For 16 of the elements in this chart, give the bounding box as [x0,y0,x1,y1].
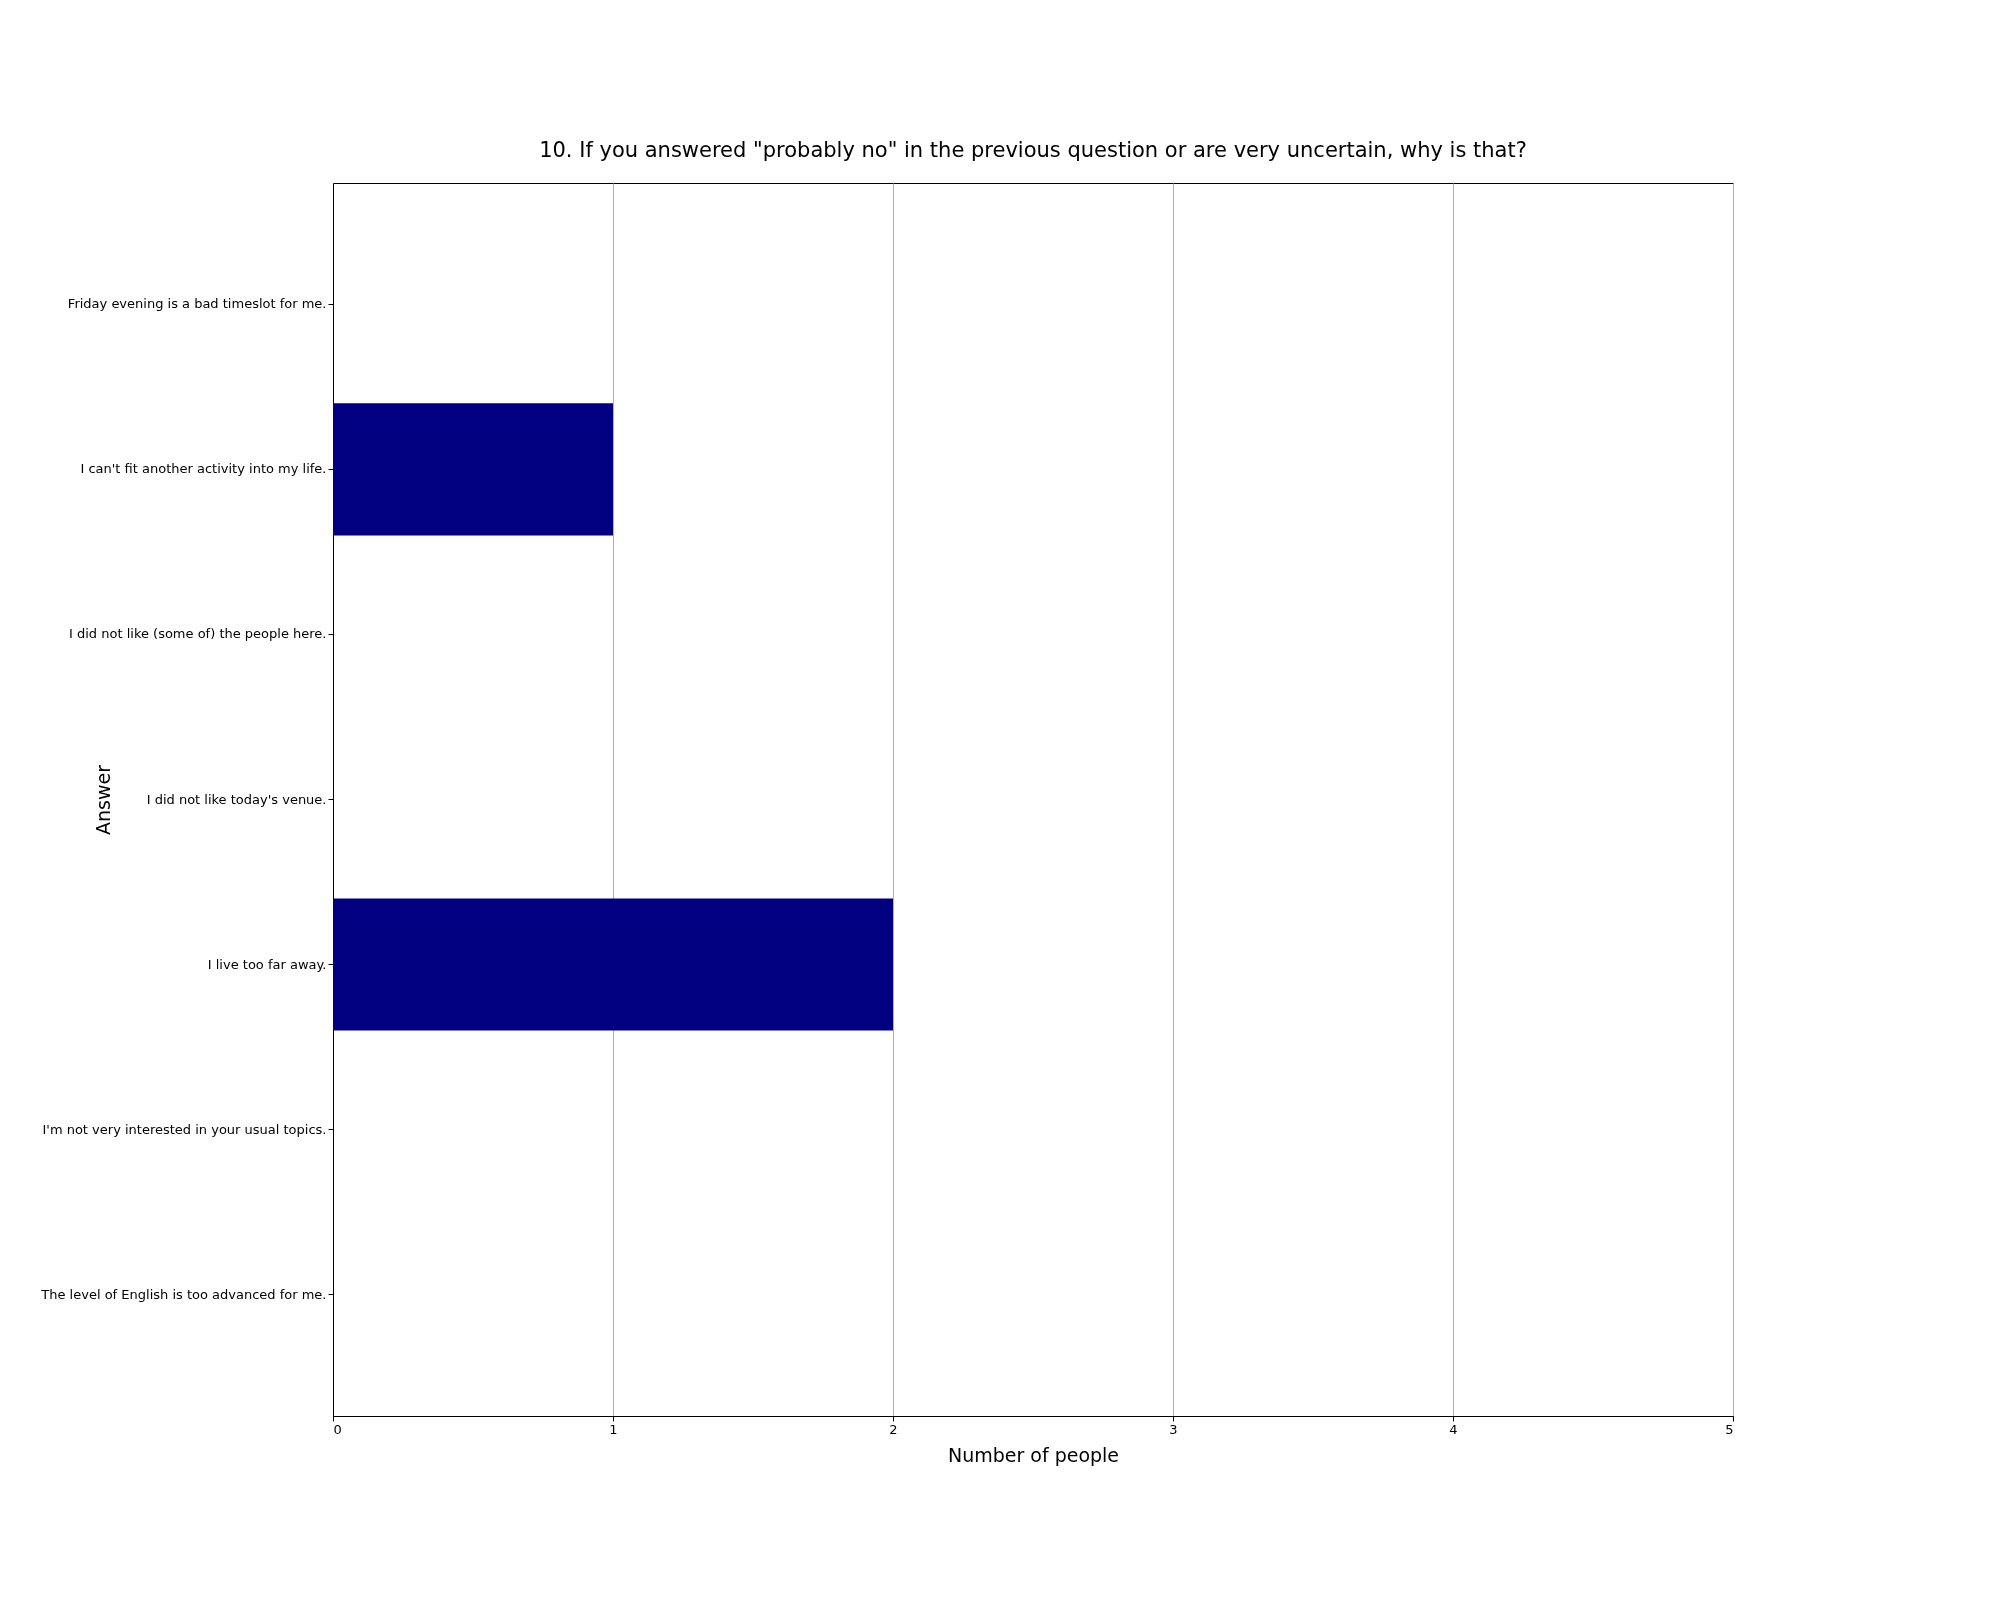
y-axis-title: Answer [91,764,114,835]
x-tick-label: 2 [889,1421,898,1437]
y-tick-label: I'm not very interested in your usual topics. [42,1121,327,1137]
x-axis-title: Number of people [947,1443,1120,1466]
y-tick-label: I did not like today's venue. [146,791,327,807]
x-tick-label: 1 [609,1421,618,1437]
y-tick-label: I did not like (some of) the people here. [69,626,327,642]
x-tick-label: 4 [1449,1421,1458,1437]
chart-title: 10. If you answered "probably no" in the previous question or are very uncertain, why is that? [539,138,1527,162]
y-tick-label: Friday evening is a bad timeslot for me. [67,296,327,312]
x-tick-label: 3 [1169,1421,1178,1437]
x-tick-label: 0 [333,1421,342,1437]
x-tick-label: 5 [1725,1421,1734,1437]
y-tick-label: The level of English is too advanced for me. [40,1286,327,1302]
y-tick-label: I can't fit another activity into my life. [80,461,327,477]
y-tick-label: I live too far away. [207,956,327,972]
